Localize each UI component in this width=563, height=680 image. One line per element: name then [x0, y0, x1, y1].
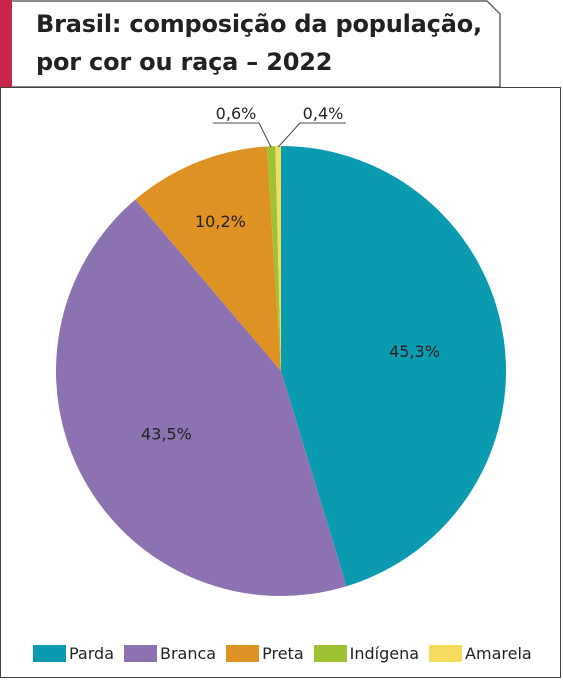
legend-item-amarela: Amarela	[429, 644, 532, 663]
legend-swatch-preta	[226, 644, 260, 662]
legend-label-parda: Parda	[69, 643, 114, 663]
chart-title-line-2: por cor ou raça – 2022	[36, 48, 333, 76]
legend-swatch-branca	[124, 644, 157, 662]
legend-item-indígena: Indígena	[313, 643, 420, 663]
data-label-amarela: 0,4%	[303, 104, 344, 123]
legend-label-indígena: Indígena	[349, 643, 420, 663]
legend-swatch-amarela	[429, 644, 463, 662]
legend-label-amarela: Amarela	[465, 643, 532, 663]
data-label-indígena: 0,6%	[216, 104, 257, 123]
chart-title-line-1: Brasil: composição da população,	[36, 10, 482, 38]
title-box-shape	[0, 0, 501, 90]
leader-line-indígena	[258, 122, 272, 148]
legend-item-branca: Branca	[124, 644, 216, 663]
legend: Parda Branca Preta Indígena Amarela	[33, 641, 542, 665]
legend-item-parda: Parda	[33, 644, 114, 663]
leader-line-amarela	[277, 122, 301, 148]
pie-chart: 45,3% 43,5% 10,2% 0,6% 0,4%	[55, 104, 507, 597]
legend-label-preta: Preta	[262, 643, 304, 663]
pie-slice-parda	[281, 146, 507, 587]
pie-slice-preta	[135, 146, 281, 371]
pie-slice-branca	[55, 199, 347, 597]
title-box: Brasil: composição da população, por cor…	[0, 0, 563, 92]
legend-item-preta: Preta	[226, 644, 304, 663]
pie-slice-indígena	[266, 146, 281, 371]
data-label-preta: 10,2%	[195, 212, 246, 231]
legend-swatch-parda	[33, 644, 66, 662]
pie-slice-amarela	[275, 146, 281, 371]
legend-swatch-indígena	[313, 644, 347, 662]
chart-frame: 45,3% 43,5% 10,2% 0,6% 0,4%	[0, 87, 561, 678]
data-label-branca: 43,5%	[141, 425, 192, 444]
data-label-parda: 45,3%	[389, 342, 440, 361]
legend-label-branca: Branca	[160, 643, 217, 663]
accent-bar	[0, 0, 12, 90]
